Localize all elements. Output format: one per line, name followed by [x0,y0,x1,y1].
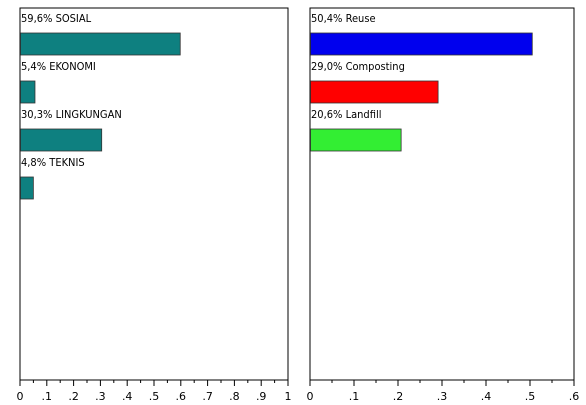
x-tick-label: .2 [393,390,404,403]
bar-label: 50,4% Reuse [311,12,376,25]
x-tick-label: 0 [307,390,314,403]
x-tick-label: .8 [229,390,240,403]
bar [20,32,181,56]
x-tick-label: .5 [525,390,536,403]
x-tick-label: .5 [149,390,160,403]
x-tick-label: .4 [481,390,492,403]
bar-label: 4,8% TEKNIS [21,156,85,169]
bar [310,80,439,104]
bar [20,80,36,104]
bar [20,128,103,152]
x-tick-label: 1 [285,390,292,403]
x-tick-label: .3 [437,390,448,403]
x-tick-label: .9 [256,390,267,403]
bar-label: 59,6% SOSIAL [21,12,92,25]
x-tick-label: .4 [122,390,133,403]
x-tick-label: 0 [17,390,24,403]
x-tick-label: .1 [42,390,53,403]
x-tick-label: .6 [176,390,187,403]
bar [20,176,34,200]
bar [310,32,533,56]
bar-label: 20,6% Landfill [311,108,381,121]
x-tick-label: .6 [569,390,580,403]
bar [310,128,402,152]
bar-label: 30,3% LINGKUNGAN [21,108,122,121]
x-tick-label: .2 [68,390,79,403]
x-tick-label: .7 [202,390,213,403]
x-tick-label: .3 [95,390,106,403]
bar-label: 29,0% Composting [311,60,405,73]
bar-label: 5,4% EKONOMI [21,60,96,73]
chart-panel-left: 59,6% SOSIAL 5,4% EKONOMI 30,3% LINGKUNGAN… [17,7,292,403]
x-tick-label: .1 [349,390,360,403]
chart-panel-right: 50,4% Reuse 29,0% Composting 20,6% Landfil… [307,7,580,403]
